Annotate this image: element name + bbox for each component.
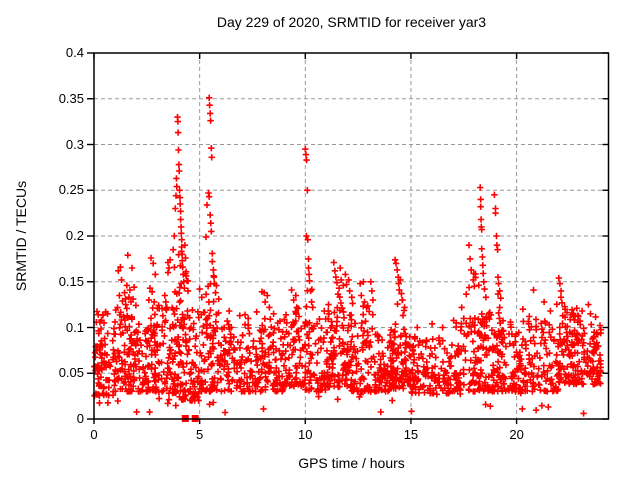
scatter-points [91, 94, 605, 417]
y-tick-label: 0.3 [65, 136, 84, 152]
y-tick-label: 0.05 [58, 365, 84, 381]
x-tick-label: 20 [509, 427, 524, 442]
x-tick-label: 5 [196, 427, 204, 442]
y-tick-label: 0.25 [58, 182, 84, 198]
x-tick-label: 10 [298, 427, 313, 442]
y-tick-label: 0.15 [58, 273, 84, 289]
x-axis-label: GPS time / hours [298, 455, 405, 471]
y-tick-label: 0.2 [65, 228, 84, 243]
chart-title: Day 229 of 2020, SRMTID for receiver yar… [216, 14, 487, 30]
x-tick-label: 15 [403, 427, 419, 442]
y-tick-label: 0 [76, 411, 84, 426]
y-tick-label: 0.1 [65, 319, 84, 335]
y-tick-label: 0.35 [58, 90, 84, 106]
y-tick-label: 0.4 [65, 45, 84, 60]
x-tick-label: 0 [90, 427, 98, 442]
